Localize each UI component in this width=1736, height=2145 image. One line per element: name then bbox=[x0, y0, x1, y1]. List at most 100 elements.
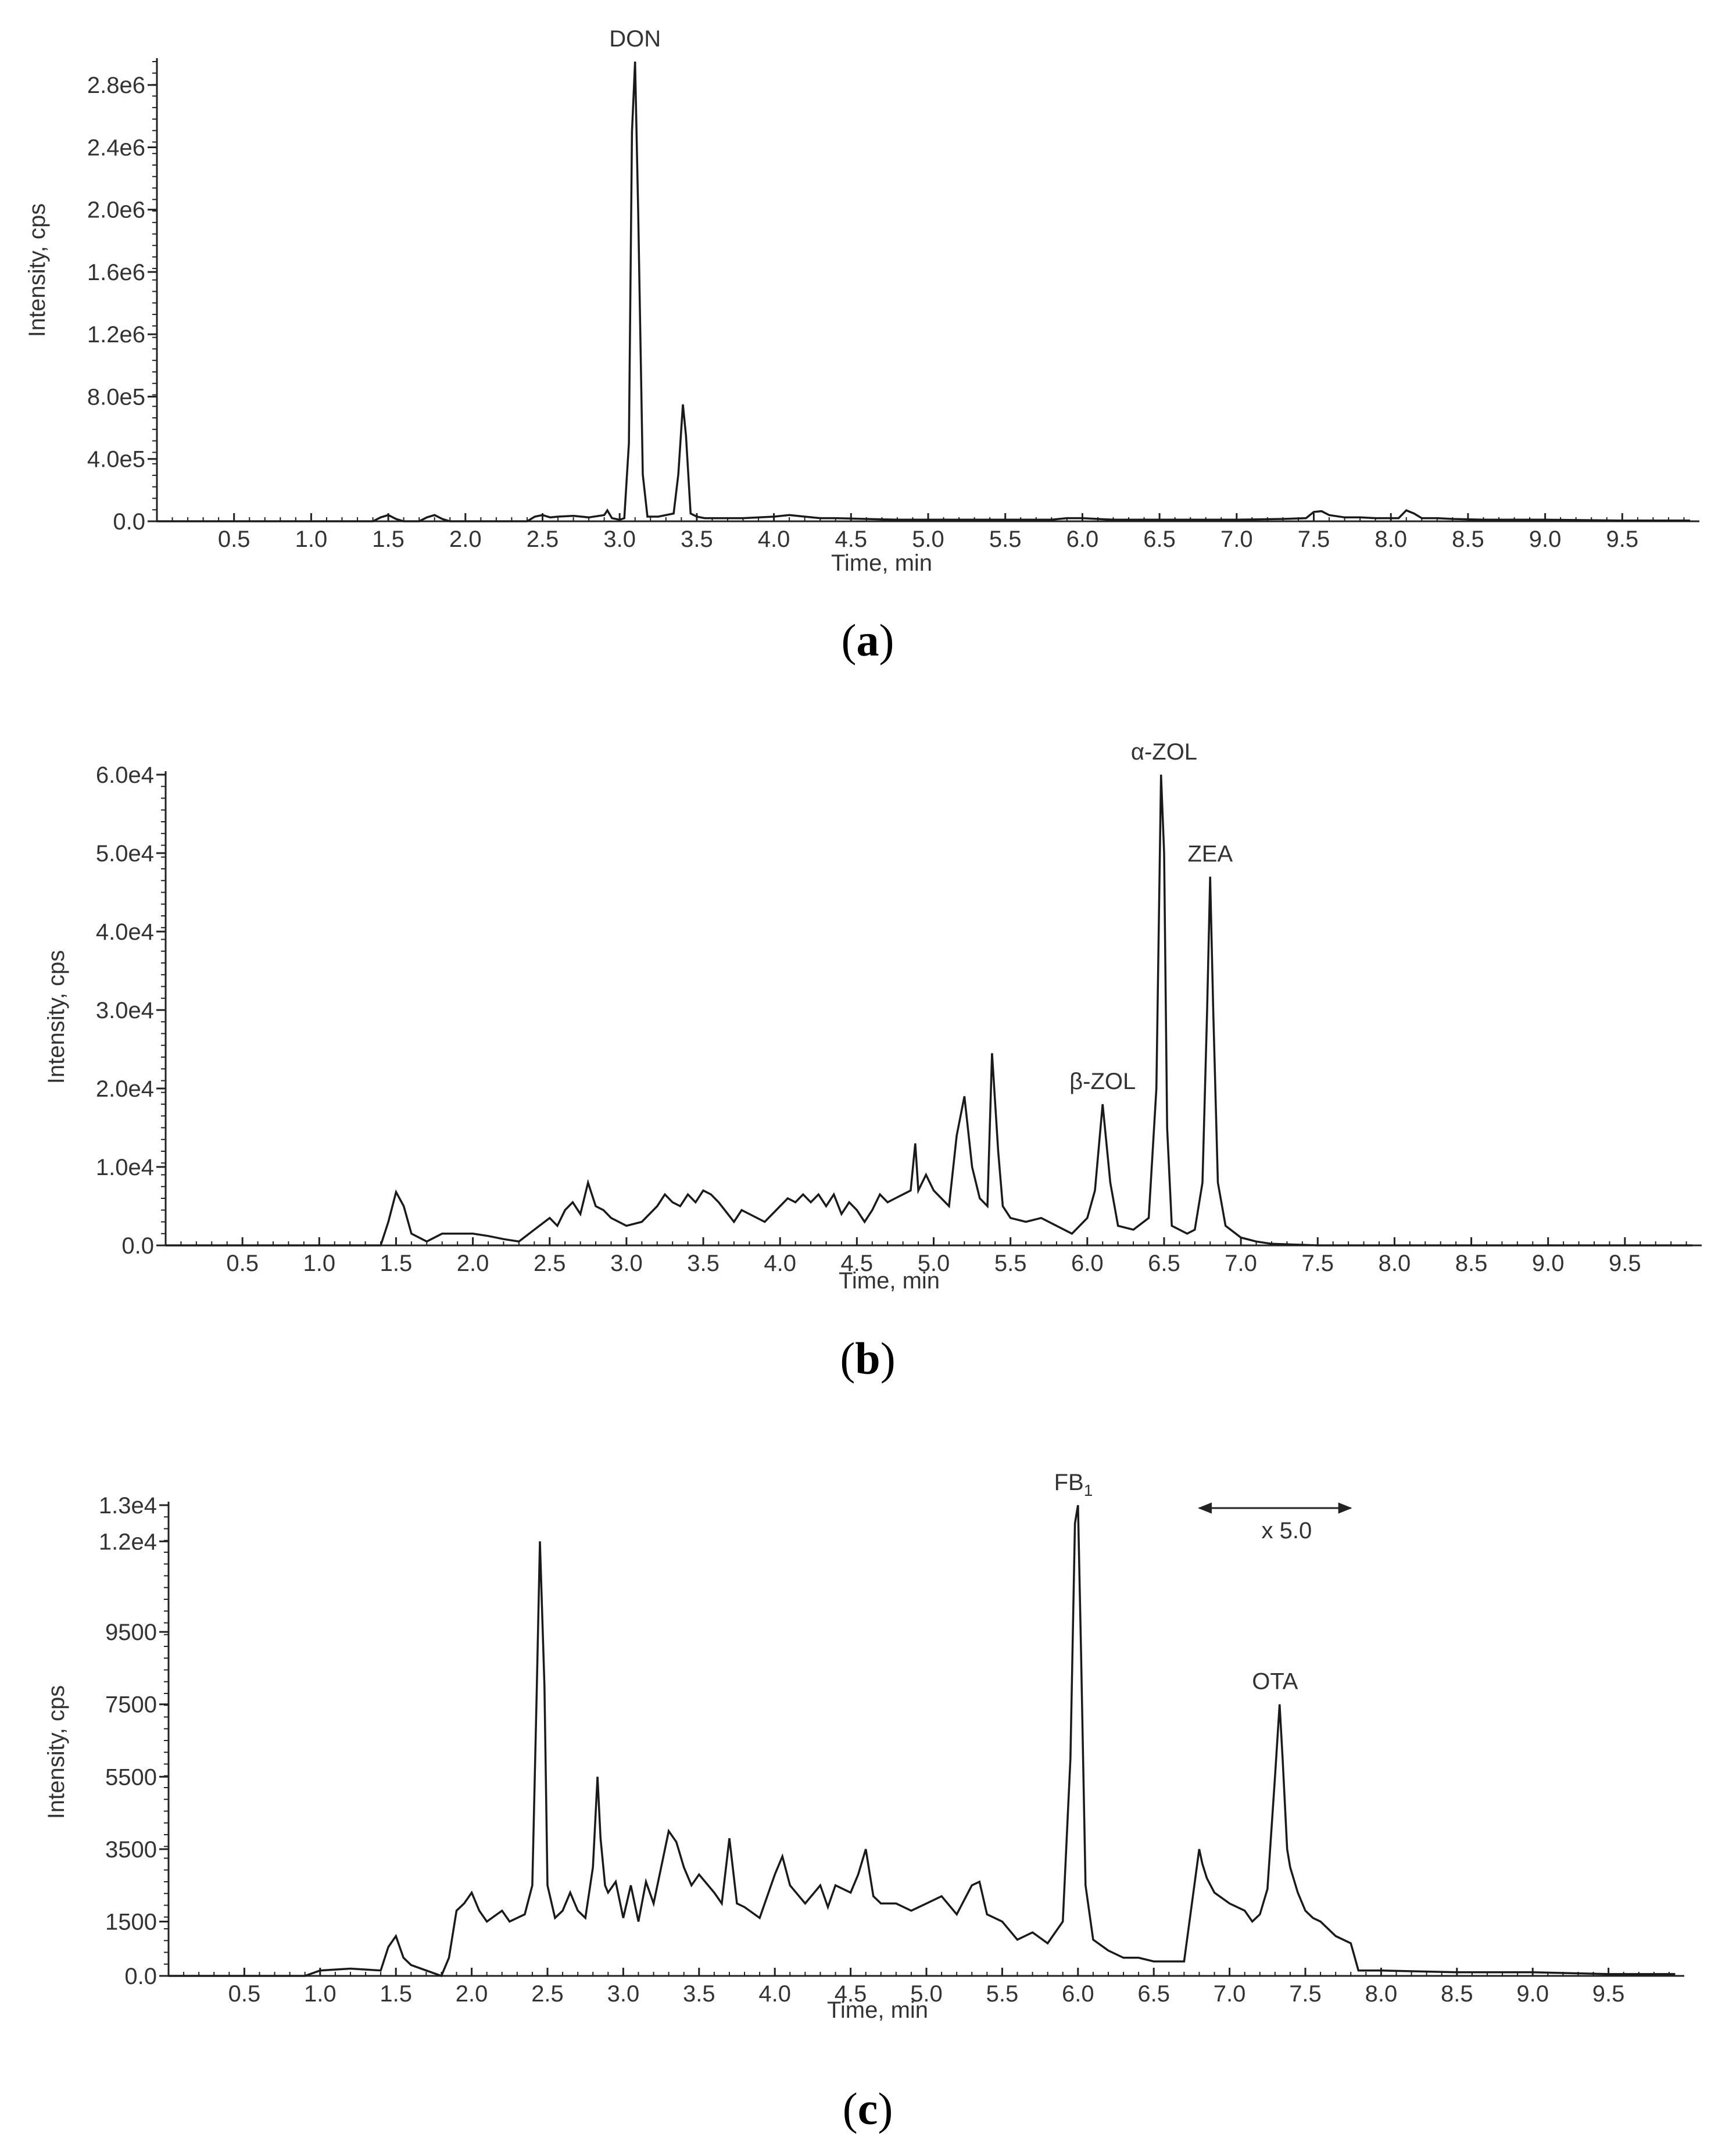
x-tick-label: 6.5 bbox=[1148, 1251, 1180, 1276]
x-tick-label: 4.0 bbox=[758, 527, 790, 552]
y-tick-label: 1500 bbox=[105, 1910, 157, 1935]
x-tick-label: 3.5 bbox=[683, 1981, 715, 2007]
y-tick-label: 0.0 bbox=[113, 509, 145, 535]
x-tick-label: 6.5 bbox=[1137, 1981, 1170, 2007]
x-tick-label: 0.5 bbox=[228, 1981, 261, 2007]
x-tick-label: 5.5 bbox=[989, 527, 1022, 552]
x-tick-label: 3.5 bbox=[687, 1251, 720, 1276]
y-tick-label: 1.3e4 bbox=[99, 1493, 157, 1519]
y-tick-label: 8.0e5 bbox=[87, 384, 145, 410]
x-tick-label: 4.5 bbox=[841, 1251, 874, 1276]
x-tick-label: 5.5 bbox=[994, 1251, 1027, 1276]
peak-label: ZEA bbox=[1187, 841, 1233, 867]
y-tick-label: 1.6e6 bbox=[87, 260, 145, 285]
panel-label-b: (b) bbox=[840, 1333, 895, 1384]
x-tick-label: 4.5 bbox=[835, 1981, 867, 2007]
x-tick-label: 1.0 bbox=[304, 1981, 337, 2007]
chart-panel-c: 0.0 1500 3500 5500 7500 9500 1.2e4 1.3e4 0.5 1.0… bbox=[44, 1470, 1684, 2134]
x-tick-label: 6.5 bbox=[1143, 527, 1176, 552]
x-tick-label: 5.0 bbox=[912, 527, 944, 552]
y-tick-label: 5.0e4 bbox=[96, 841, 154, 866]
peak-label: FB1 bbox=[1054, 1470, 1093, 1499]
x-tick-label: 8.0 bbox=[1375, 527, 1407, 552]
peak-labels-c: FB1 OTA x 5.0 bbox=[1054, 1470, 1352, 1695]
x-tick-label: 2.0 bbox=[449, 527, 482, 552]
y-tick-label: 2.0e6 bbox=[87, 198, 145, 223]
x-tick-label: 8.0 bbox=[1365, 1981, 1398, 2007]
x-tick-label: 9.0 bbox=[1516, 1981, 1549, 2007]
x-tick-label: 4.0 bbox=[764, 1251, 796, 1276]
x-axis-title-b: Time, min bbox=[839, 1268, 940, 1294]
chromatogram-trace-b bbox=[166, 774, 1693, 1247]
x-tick-label: 6.0 bbox=[1066, 527, 1099, 552]
x-axis-title-a: Time, min bbox=[831, 550, 932, 576]
peak-label: α-ZOL bbox=[1131, 739, 1197, 765]
x-tick-label: 0.5 bbox=[218, 527, 250, 552]
x-tick-label: 2.0 bbox=[457, 1251, 489, 1276]
x-tick-label: 4.5 bbox=[835, 527, 867, 552]
x-tick-label: 5.0 bbox=[918, 1251, 950, 1276]
y-tick-label: 4.0e5 bbox=[87, 447, 145, 472]
x-tick-label: 5.0 bbox=[910, 1981, 943, 2007]
x-tick-label: 6.0 bbox=[1062, 1981, 1094, 2007]
x-tick-label: 7.5 bbox=[1301, 1251, 1334, 1276]
y-tick-label: 3500 bbox=[105, 1837, 157, 1863]
x-tick-label: 6.0 bbox=[1071, 1251, 1104, 1276]
y-tick-label: 2.4e6 bbox=[87, 135, 145, 160]
y-tick-label: 1.2e6 bbox=[87, 322, 145, 348]
panel-label-c: (c) bbox=[843, 2083, 893, 2134]
peak-labels-a: DON bbox=[609, 26, 661, 52]
x-tick-label: 9.5 bbox=[1592, 1981, 1625, 2007]
x-tick-label: 1.0 bbox=[295, 527, 328, 552]
x-tick-label: 3.0 bbox=[610, 1251, 643, 1276]
x-axis-title-c: Time, min bbox=[827, 1997, 928, 2023]
y-tick-label: 7500 bbox=[105, 1692, 157, 1718]
chromatogram-trace-a bbox=[157, 61, 1691, 522]
x-tick-label: 9.0 bbox=[1529, 527, 1562, 552]
scale-label: x 5.0 bbox=[1261, 1518, 1312, 1544]
x-axis-a: 0.5 1.0 1.5 2.0 2.5 3.0 3.5 4.0 4.5 5.0 5.5 6.0 6.5 7… bbox=[157, 513, 1699, 552]
x-tick-label: 9.5 bbox=[1609, 1251, 1641, 1276]
x-tick-label: 1.5 bbox=[380, 1251, 413, 1276]
x-tick-label: 1.5 bbox=[380, 1981, 412, 2007]
x-tick-label: 4.0 bbox=[758, 1981, 791, 2007]
x-tick-label: 8.0 bbox=[1379, 1251, 1411, 1276]
y-axis-title-b: Intensity, cps bbox=[44, 950, 69, 1084]
y-tick-label: 1.0e4 bbox=[96, 1155, 154, 1180]
peak-label: DON bbox=[609, 26, 661, 52]
y-tick-label: 9500 bbox=[105, 1620, 157, 1645]
y-axis-b: 0.0 1.0e4 2.0e4 3.0e4 4.0e4 5.0e4 6.0e4 bbox=[96, 762, 167, 1259]
y-axis-a: 0.0 4.0e5 8.0e5 1.2e6 1.6e6 2.0e6 2.4e6 2.8e6 bbox=[87, 58, 158, 535]
y-axis-title-a: Intensity, cps bbox=[24, 203, 50, 337]
y-tick-label: 5500 bbox=[105, 1764, 157, 1790]
x-tick-label: 2.0 bbox=[456, 1981, 488, 2007]
x-axis-c: 0.5 1.0 1.5 2.0 2.5 3.0 3.5 4.0 4.5 5.0 5.5 6.0 6.5 7… bbox=[169, 1968, 1684, 2007]
y-tick-label: 0.0 bbox=[121, 1233, 154, 1259]
x-tick-label: 2.5 bbox=[531, 1981, 564, 2007]
peak-label: β-ZOL bbox=[1069, 1069, 1136, 1094]
y-axis-c: 0.0 1500 3500 5500 7500 9500 1.2e4 1.3e4 bbox=[99, 1493, 170, 1989]
x-tick-label: 3.0 bbox=[607, 1981, 640, 2007]
x-tick-label: 8.5 bbox=[1455, 1251, 1488, 1276]
x-tick-label: 2.5 bbox=[534, 1251, 566, 1276]
x-tick-label: 9.5 bbox=[1606, 527, 1638, 552]
x-tick-label: 1.5 bbox=[372, 527, 405, 552]
chart-panel-b: 0.0 1.0e4 2.0e4 3.0e4 4.0e4 5.0e4 6.0e4 0.5 1.0… bbox=[44, 739, 1702, 1384]
chart-panel-a: 0.0 4.0e5 8.0e5 1.2e6 1.6e6 2.0e6 2.4e6 2.8e6 0… bbox=[24, 26, 1699, 665]
x-tick-label: 7.0 bbox=[1220, 527, 1253, 552]
chromatogram-trace-c bbox=[169, 1505, 1676, 1978]
y-tick-label: 2.8e6 bbox=[87, 73, 145, 98]
y-tick-label: 1.2e4 bbox=[99, 1529, 157, 1555]
x-tick-label: 3.0 bbox=[603, 527, 636, 552]
x-tick-label: 9.0 bbox=[1532, 1251, 1565, 1276]
x-tick-label: 7.0 bbox=[1214, 1981, 1246, 2007]
y-tick-label: 6.0e4 bbox=[96, 762, 154, 788]
x-tick-label: 8.5 bbox=[1441, 1981, 1473, 2007]
y-tick-label: 2.0e4 bbox=[96, 1076, 154, 1102]
peak-labels-b: β-ZOL α-ZOL ZEA bbox=[1069, 739, 1233, 1094]
x-tick-label: 3.5 bbox=[681, 527, 713, 552]
x-tick-label: 5.5 bbox=[986, 1981, 1019, 2007]
panel-label-a: (a) bbox=[842, 615, 894, 665]
x-axis-b: 0.5 1.0 1.5 2.0 2.5 3.0 3.5 4.0 4.5 5.0 5.5 6.0 6.5 7… bbox=[166, 1237, 1702, 1276]
